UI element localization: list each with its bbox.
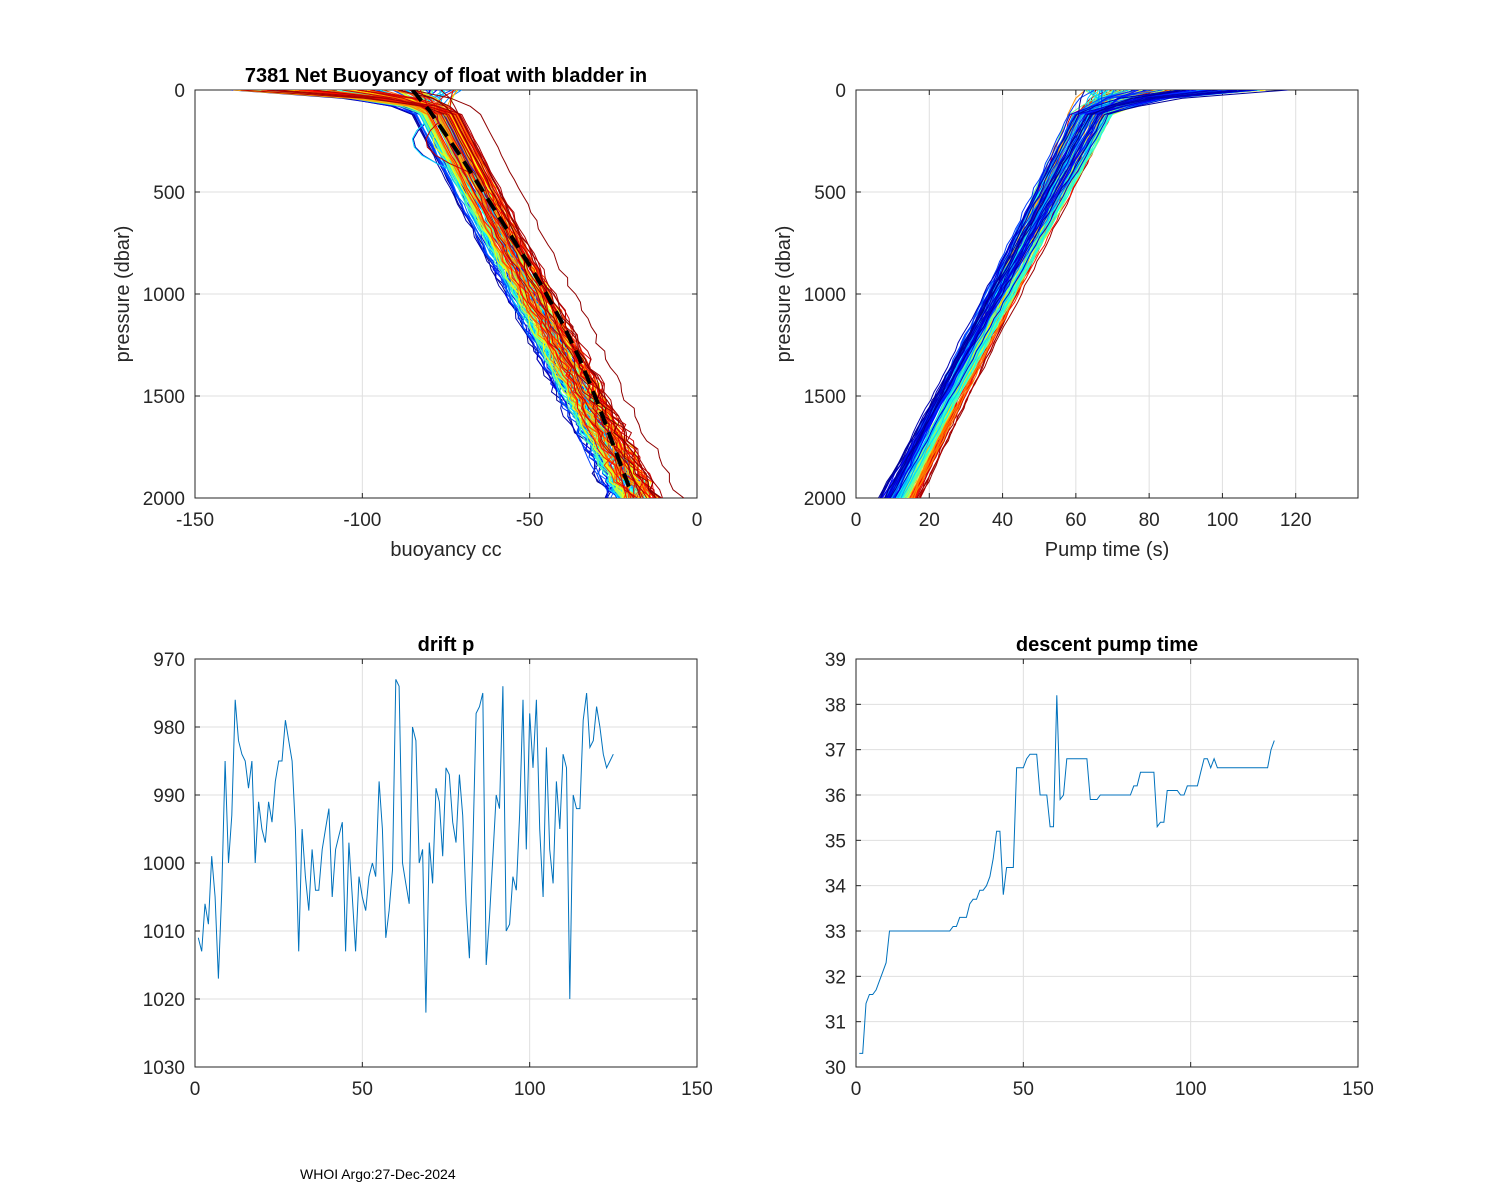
axes-frame bbox=[855, 658, 1359, 1068]
buoyancy-profile bbox=[310, 90, 658, 498]
x-tick-label: 50 bbox=[352, 1079, 373, 1100]
chart-title: 7381 Net Buoyancy of float with bladder … bbox=[245, 65, 647, 87]
chart-title: drift p bbox=[418, 634, 475, 656]
drift-pressure-axes: 0 50 100 150 970 980 990 1000 1010 1020 1030 drift … bbox=[143, 634, 713, 1100]
x-tick-label: 50 bbox=[1013, 1079, 1034, 1100]
y-tick-label: 1000 bbox=[143, 854, 185, 875]
descent-pump-time-axes: 0 50 100 150 30 31 32 33 34 35 36 37 38 39 descent pum… bbox=[825, 634, 1374, 1100]
x-tick-label: 150 bbox=[1342, 1079, 1374, 1100]
y-tick-label: 1500 bbox=[804, 387, 846, 408]
buoyancy-profile bbox=[303, 90, 618, 498]
pump-time-profile bbox=[880, 90, 1181, 498]
axes-frame bbox=[194, 89, 698, 499]
y-tick-label: 2000 bbox=[804, 489, 846, 510]
y-tick-label: 36 bbox=[825, 786, 846, 807]
pump-time-profile bbox=[884, 90, 1288, 498]
buoyancy-profile bbox=[350, 90, 616, 498]
x-axis-label: Pump time (s) bbox=[1045, 539, 1169, 561]
x-tick-label: 100 bbox=[1207, 510, 1239, 531]
y-tick-label: 31 bbox=[825, 1013, 846, 1034]
buoyancy-profile bbox=[342, 90, 638, 498]
buoyancy-profile bbox=[304, 90, 652, 498]
x-tick-label: -150 bbox=[176, 510, 214, 531]
x-tick-label: 120 bbox=[1280, 510, 1312, 531]
buoyancy-profile bbox=[370, 90, 644, 498]
x-axis-label: buoyancy cc bbox=[390, 539, 501, 561]
y-tick-label: 1010 bbox=[143, 922, 185, 943]
y-tick-label: 37 bbox=[825, 741, 846, 762]
x-tick-label: 0 bbox=[692, 510, 703, 531]
x-tick-label: 0 bbox=[190, 1079, 201, 1100]
y-tick-label: 1000 bbox=[804, 285, 846, 306]
descent-pump-time-line bbox=[859, 695, 1275, 1054]
pump-time-profile bbox=[905, 90, 1195, 498]
y-tick-label: 1000 bbox=[143, 285, 185, 306]
x-tick-label: 80 bbox=[1139, 510, 1160, 531]
pump-time-profile bbox=[879, 90, 1179, 498]
pump-time-profile bbox=[900, 90, 1118, 498]
y-axis-label: pressure (dbar) bbox=[112, 226, 134, 363]
profile-lines bbox=[231, 90, 685, 498]
y-tick-label: 500 bbox=[814, 183, 846, 204]
pump-time-profile bbox=[908, 90, 1186, 498]
buoyancy-profile bbox=[403, 90, 628, 498]
drift-pressure-line bbox=[197, 679, 614, 1013]
x-tick-label: -50 bbox=[516, 510, 543, 531]
y-tick-label: 1030 bbox=[143, 1058, 185, 1079]
y-tick-label: 34 bbox=[825, 877, 847, 898]
y-tick-label: 980 bbox=[153, 718, 185, 739]
y-tick-label: 1500 bbox=[143, 387, 185, 408]
y-tick-label: 500 bbox=[153, 183, 185, 204]
pump-time-profile bbox=[885, 90, 1138, 498]
buoyancy-profile bbox=[397, 90, 662, 498]
reference-profile-dashed bbox=[410, 90, 632, 491]
y-tick-label: 30 bbox=[825, 1058, 846, 1079]
y-tick-label: 35 bbox=[825, 831, 846, 852]
buoyancy-profile bbox=[358, 90, 660, 498]
y-tick-label: 970 bbox=[153, 650, 185, 671]
pump-time-profile bbox=[878, 90, 1187, 498]
buoyancy-profile bbox=[359, 90, 635, 498]
pump-time-profile bbox=[880, 90, 1247, 498]
chart-title: descent pump time bbox=[1016, 634, 1198, 656]
y-tick-label: 33 bbox=[825, 922, 846, 943]
buoyancy-profile bbox=[420, 90, 625, 498]
y-tick-label: 990 bbox=[153, 786, 185, 807]
x-tick-label: 20 bbox=[919, 510, 940, 531]
y-tick-label: 0 bbox=[174, 81, 185, 102]
pump-time-profile bbox=[894, 90, 1254, 498]
buoyancy-profile bbox=[414, 90, 636, 498]
x-tick-label: 0 bbox=[851, 510, 862, 531]
x-tick-label: 150 bbox=[681, 1079, 713, 1100]
buoyancy-profile bbox=[277, 90, 663, 498]
x-tick-label: 0 bbox=[851, 1079, 862, 1100]
x-tick-label: 100 bbox=[1175, 1079, 1207, 1100]
buoyancy-axes: -150 -100 -50 0 0 500 1000 1500 2000 7381 Net Buo… bbox=[112, 65, 702, 561]
buoyancy-profile bbox=[313, 90, 648, 498]
y-axis-label: pressure (dbar) bbox=[773, 226, 795, 363]
footer-credit: WHOI Argo:27-Dec-2024 bbox=[300, 1166, 456, 1182]
buoyancy-profile bbox=[412, 90, 685, 498]
pump-time-axes: 0 20 40 60 80 100 120 0 500 1000 1500 2000 Pump time… bbox=[773, 81, 1359, 561]
y-tick-label: 32 bbox=[825, 967, 846, 988]
y-tick-label: 38 bbox=[825, 695, 846, 716]
y-tick-label: 0 bbox=[835, 81, 846, 102]
y-tick-label: 39 bbox=[825, 650, 846, 671]
buoyancy-profile bbox=[419, 90, 632, 498]
y-tick-label: 2000 bbox=[143, 489, 185, 510]
axes-frame bbox=[194, 658, 698, 1068]
y-tick-label: 1020 bbox=[143, 990, 185, 1011]
x-tick-label: -100 bbox=[343, 510, 381, 531]
pump-profile-lines bbox=[878, 90, 1288, 498]
x-tick-label: 40 bbox=[992, 510, 1013, 531]
x-tick-label: 60 bbox=[1065, 510, 1086, 531]
buoyancy-profile bbox=[267, 90, 642, 498]
x-tick-label: 100 bbox=[514, 1079, 546, 1100]
